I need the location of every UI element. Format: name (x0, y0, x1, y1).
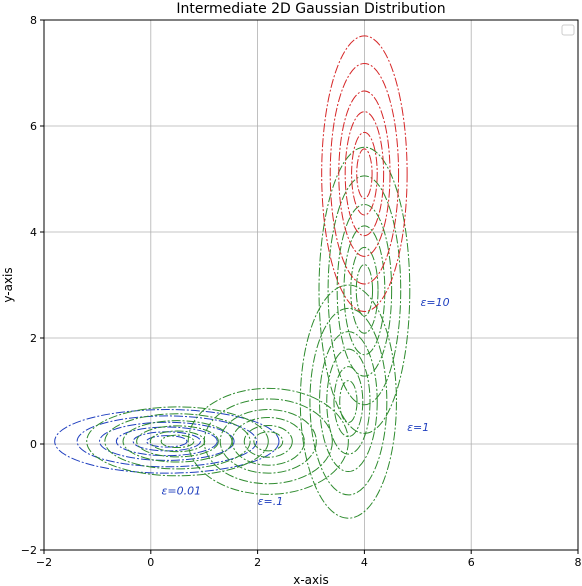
contour-ellipse (350, 246, 379, 334)
chart-title: Intermediate 2D Gaussian Distribution (176, 1, 445, 17)
contour-ellipse (115, 426, 218, 457)
epsilon-annotation: ε=0.01 (161, 484, 201, 497)
axis-ticks: −2 0 2 4 6 8 −2 0 2 4 6 8 (21, 14, 582, 569)
contour-ellipse (329, 62, 400, 285)
contour-series (54, 409, 280, 474)
contour-ellipse (99, 421, 235, 461)
contour-layer (54, 35, 411, 519)
contour-ellipse (104, 413, 251, 470)
contour-ellipse (86, 406, 269, 477)
contour-ellipse (219, 409, 317, 474)
contour-series (321, 35, 408, 312)
contour-ellipse (319, 331, 378, 473)
contour-ellipse (339, 380, 358, 424)
contour-ellipse (309, 307, 388, 496)
contour-ellipse (253, 431, 284, 452)
contour-ellipse (160, 434, 195, 449)
contour-ellipse (76, 415, 258, 468)
contour-ellipse (321, 35, 408, 312)
contour-ellipse (326, 348, 371, 455)
x-tick-label: 4 (361, 556, 368, 569)
y-tick-label: −2 (21, 544, 37, 557)
contour-ellipse (122, 420, 233, 463)
contour-ellipse (299, 284, 397, 519)
contour-ellipse (355, 264, 374, 317)
contour-ellipse (132, 431, 201, 452)
contour-ellipse (343, 225, 386, 356)
contour-ellipse (351, 131, 378, 216)
contour-ellipse (333, 366, 364, 438)
y-tick-label: 4 (30, 226, 37, 239)
contour-ellipse (149, 430, 206, 453)
epsilon-annotation: ε=1 (407, 421, 429, 434)
y-tick-label: 2 (30, 332, 37, 345)
contour-ellipse (136, 425, 219, 458)
y-tick-label: 8 (30, 14, 37, 27)
contour-ellipse (231, 417, 305, 466)
contour-ellipse (54, 409, 280, 474)
contour-ellipse (344, 111, 385, 237)
y-tick-label: 0 (30, 438, 37, 451)
contour-ellipse (336, 203, 393, 377)
x-tick-label: 6 (468, 556, 475, 569)
x-axis-label: x-axis (293, 573, 328, 586)
annotations: ε=0.01 ε=.1 ε=1 ε=10 (161, 296, 449, 508)
epsilon-annotation: ε=10 (420, 296, 449, 309)
plot-frame (43, 19, 579, 551)
legend-box (561, 24, 575, 36)
contour-ellipse (356, 148, 373, 200)
epsilon-annotation: ε=.1 (258, 495, 284, 508)
contour-ellipse (146, 435, 188, 448)
x-tick-label: 8 (575, 556, 582, 569)
contour-ellipse (203, 398, 333, 485)
contour-ellipse (327, 175, 402, 406)
y-tick-label: 6 (30, 120, 37, 133)
x-tick-label: −2 (36, 556, 52, 569)
contour-ellipse (338, 90, 391, 257)
contour-ellipse (187, 387, 349, 495)
grid (44, 20, 578, 550)
contour-ellipse (243, 424, 293, 458)
contour-series (86, 146, 411, 519)
x-tick-label: 2 (254, 556, 261, 569)
contour-ellipse (318, 146, 411, 434)
y-axis-label: y-axis (1, 267, 15, 302)
x-tick-label: 0 (147, 556, 154, 569)
